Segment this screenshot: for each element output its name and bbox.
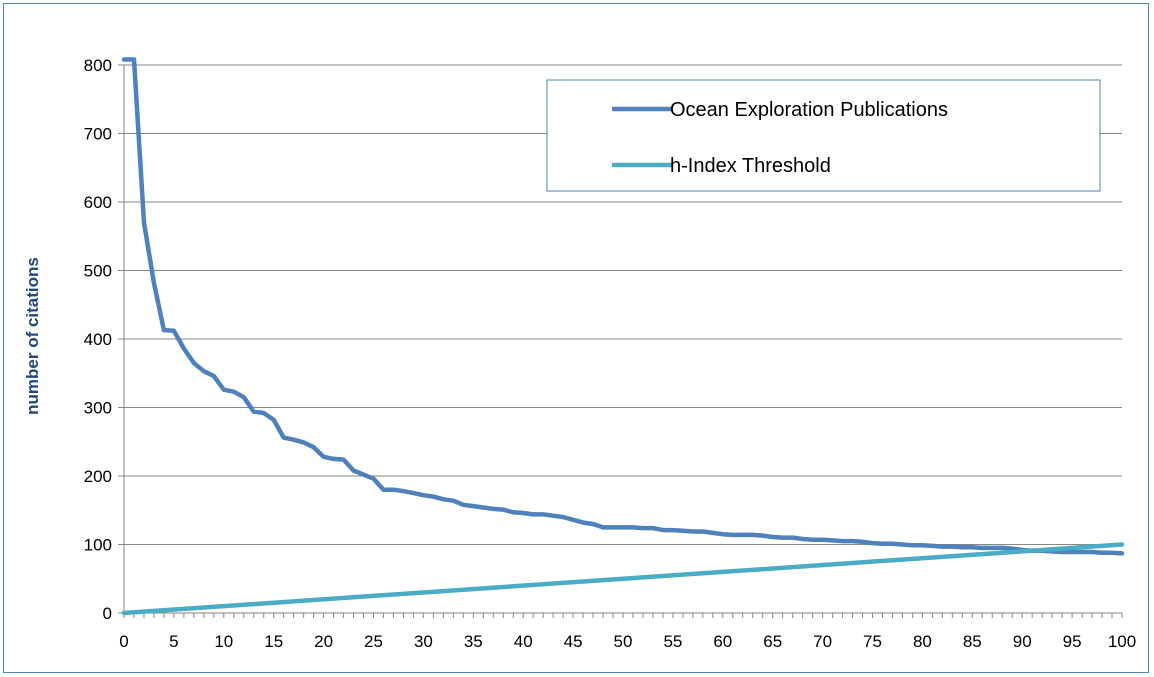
x-tick-label: 10 — [214, 632, 233, 651]
axes — [118, 64, 1123, 618]
y-tick-label: 300 — [84, 399, 112, 418]
legend-box — [546, 79, 1101, 192]
y-tick-label: 100 — [84, 536, 112, 555]
x-tick-label: 20 — [314, 632, 333, 651]
y-tick-label: 0 — [103, 604, 112, 623]
series-line-publications — [121, 57, 1125, 556]
x-tick-label: 75 — [863, 632, 882, 651]
y-tick-label: 400 — [84, 330, 112, 349]
x-tick-label: 95 — [1063, 632, 1082, 651]
x-tick-label: 40 — [514, 632, 533, 651]
y-tick-label: 200 — [84, 467, 112, 486]
x-tick-label: 60 — [713, 632, 732, 651]
y-tick-label: 500 — [84, 262, 112, 281]
gridlines — [124, 64, 1122, 545]
legend-label-threshold: h-Index Threshold — [670, 155, 831, 177]
y-tick-label: 700 — [84, 125, 112, 144]
x-tick-label: 90 — [1013, 632, 1032, 651]
legend-label-publications: Ocean Exploration Publications — [670, 99, 948, 121]
x-tick-label: 65 — [763, 632, 782, 651]
y-axis-label: number of citations — [23, 257, 42, 415]
y-tick-label: 600 — [84, 193, 112, 212]
series-lines — [121, 57, 1125, 616]
x-tick-label: 55 — [663, 632, 682, 651]
x-tick-label: 50 — [614, 632, 633, 651]
x-tick-label: 85 — [963, 632, 982, 651]
x-tick-label: 5 — [169, 632, 178, 651]
x-tick-label: 100 — [1108, 632, 1136, 651]
x-tick-label: 15 — [264, 632, 283, 651]
tick-labels: 0 100 200 300 400 500 600 700 800 0 5 10 15 20 25 30 35 4… — [84, 56, 1137, 651]
x-tick-label: 70 — [813, 632, 832, 651]
legend: Ocean Exploration Publications h-Index T… — [546, 79, 1101, 192]
x-tick-label: 25 — [364, 632, 383, 651]
x-tick-label: 0 — [119, 632, 128, 651]
x-tick-label: 30 — [414, 632, 433, 651]
chart-frame: 0 100 200 300 400 500 600 700 800 0 5 10 15 20 25 30 35 4… — [3, 3, 1149, 673]
y-tick-label: 800 — [84, 56, 112, 75]
x-tick-label: 80 — [913, 632, 932, 651]
x-tick-label: 45 — [564, 632, 583, 651]
line-chart: 0 100 200 300 400 500 600 700 800 0 5 10 15 20 25 30 35 4… — [23, 56, 1137, 651]
series-line-threshold — [121, 542, 1125, 616]
x-tick-label: 35 — [464, 632, 483, 651]
